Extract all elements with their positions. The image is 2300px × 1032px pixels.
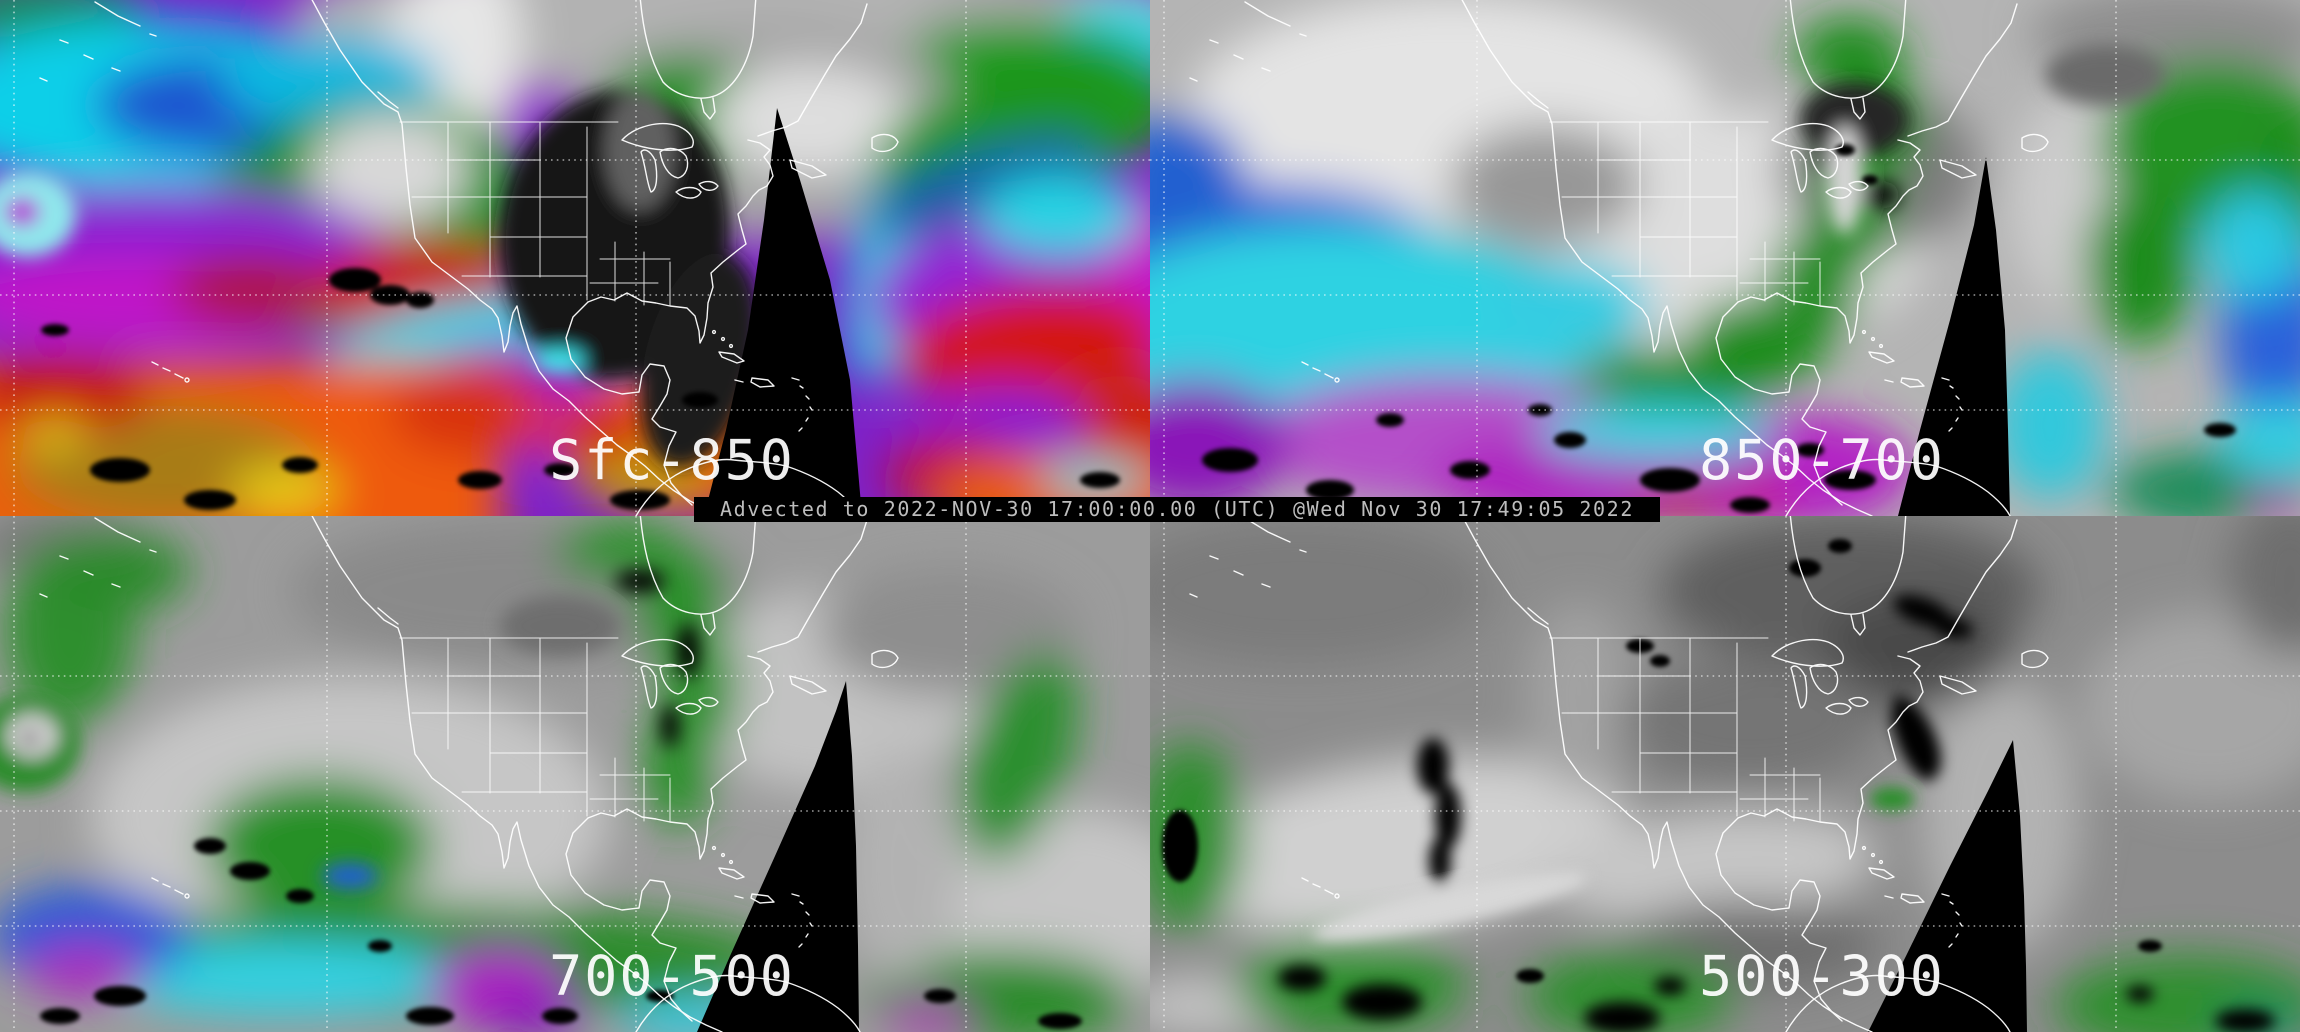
panel-500-300-image: 500-300 [1150, 516, 2300, 1032]
panel-850-700: 850-700 [1150, 0, 2300, 516]
panel-700-500: 700-500 [0, 516, 1150, 1032]
status-bar: Advected to 2022-NOV-30 17:00:00.00 (UTC… [694, 497, 1660, 522]
panel-500-300: 500-300 [1150, 516, 2300, 1032]
satellite-gap-wedge [697, 681, 859, 1032]
panel-sfc-850-image: Sfc-850 [0, 0, 1150, 516]
panel-label-sfc-850: Sfc-850 [549, 428, 795, 492]
panel-label-700-500: 700-500 [549, 944, 795, 1008]
land-dry-detail [0, 570, 699, 889]
satellite-gap-wedge [1898, 157, 2010, 516]
satellite-gap-wedge [1868, 740, 2027, 1032]
dry-speckles [41, 268, 1120, 510]
panel-label-500-300: 500-300 [1699, 944, 1945, 1008]
dry-speckles [40, 838, 1082, 1029]
panel-700-500-image: 700-500 [0, 516, 1150, 1032]
dry-speckles [1202, 144, 2236, 513]
panel-850-700-image: 850-700 [1150, 0, 2300, 516]
moisture-field [0, 516, 1150, 1032]
panel-label-850-700: 850-700 [1699, 428, 1945, 492]
satellite-gap-wedge [704, 108, 862, 516]
land-dry-detail [1278, 595, 2275, 1032]
panel-sfc-850: Sfc-850 [0, 0, 1150, 516]
